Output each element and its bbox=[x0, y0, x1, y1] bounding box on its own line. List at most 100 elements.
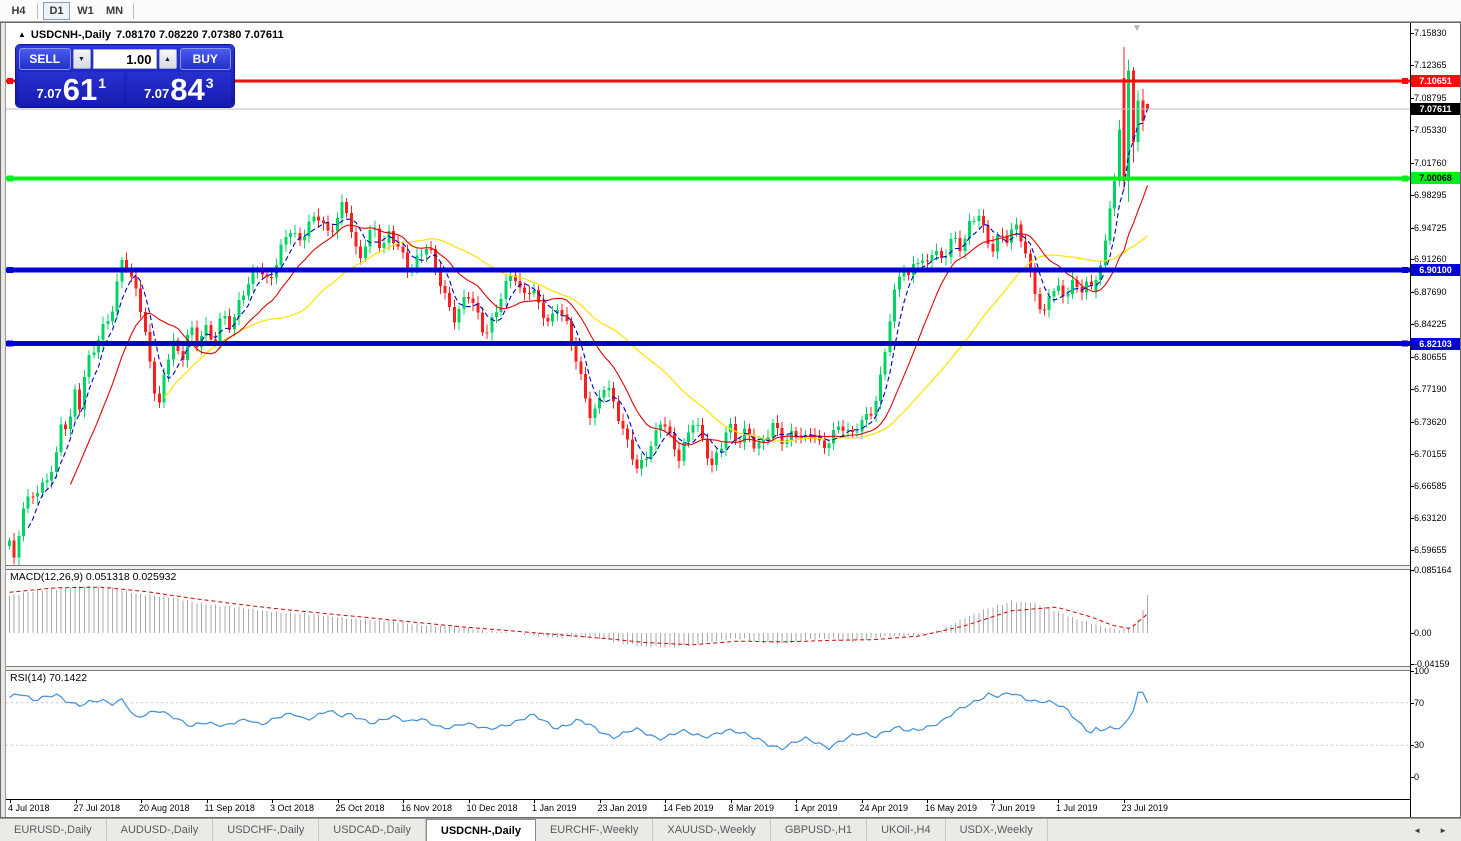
axis-tick bbox=[1411, 357, 1414, 358]
tab-nav-left-icon[interactable]: ◄ bbox=[1413, 825, 1422, 835]
date-axis[interactable]: 4 Jul 2018 27 Jul 2018 20 Aug 2018 11 Sep 2… bbox=[6, 799, 1410, 817]
date-tick-label: 3 Oct 2018 bbox=[270, 803, 315, 813]
macd-tick-label: -0.04159 bbox=[1414, 659, 1450, 669]
tab-usdcaddaily[interactable]: USDCAD-,Daily bbox=[319, 819, 426, 841]
price-tick-label: 7.08795 bbox=[1414, 93, 1447, 103]
axis-tick bbox=[1411, 195, 1414, 196]
axis-tick bbox=[1411, 422, 1414, 423]
date-tick bbox=[75, 800, 77, 803]
price-tick-label: 7.01760 bbox=[1414, 158, 1447, 168]
buy-price-display[interactable]: 7.07 84 3 bbox=[126, 72, 231, 107]
price-marker-6.90100: 6.90100 bbox=[1411, 264, 1460, 276]
price-marker-6.82103: 6.82103 bbox=[1411, 338, 1460, 350]
pane-splitter[interactable] bbox=[6, 666, 1410, 671]
tab-eurusddaily[interactable]: EURUSD-,Daily bbox=[0, 819, 107, 841]
volume-decrease-button[interactable]: ▼ bbox=[72, 49, 91, 69]
price-tick-label: 6.66585 bbox=[1414, 481, 1447, 491]
macd-chart bbox=[9, 585, 1148, 648]
period-button-d1[interactable]: D1 bbox=[43, 1, 70, 20]
price-tick-label: 6.77190 bbox=[1414, 384, 1447, 394]
volume-increase-button[interactable]: ▲ bbox=[158, 49, 177, 69]
toolbar-separator bbox=[133, 2, 134, 19]
horizontal-level-lines[interactable] bbox=[6, 78, 1410, 347]
axis-tick bbox=[1411, 550, 1414, 551]
pane-splitter[interactable] bbox=[6, 565, 1410, 570]
tab-navigation: ◄ ► bbox=[1413, 819, 1461, 841]
price-marker-7.07611: 7.07611 bbox=[1411, 103, 1460, 115]
sell-price-display[interactable]: 7.07 61 1 bbox=[19, 72, 124, 106]
axis-tick bbox=[1411, 486, 1414, 487]
rsi-chart bbox=[6, 691, 1410, 751]
period-button-w1[interactable]: W1 bbox=[77, 4, 94, 17]
tab-usdcnhdaily[interactable]: USDCNH-,Daily bbox=[425, 819, 536, 841]
date-tick bbox=[403, 800, 404, 803]
price-axis[interactable]: 7.15830 7.12365 7.08795 7.05330 7.01760 6.982… bbox=[1410, 23, 1460, 817]
date-tick-label: 23 Jan 2019 bbox=[597, 803, 648, 813]
tab-usdchfdaily[interactable]: USDCHF-,Daily bbox=[213, 819, 320, 841]
date-tick bbox=[730, 800, 732, 803]
rsi-line bbox=[9, 691, 1149, 751]
tab-usdxweekly[interactable]: USDX-,Weekly bbox=[946, 819, 1048, 841]
ma-fast-blue-line bbox=[27, 108, 1148, 528]
price-tick-label: 7.15830 bbox=[1414, 28, 1447, 38]
axis-tick bbox=[1411, 664, 1414, 665]
axis-tick bbox=[1411, 454, 1414, 455]
volume-input[interactable] bbox=[92, 49, 157, 69]
price-tick-label: 7.05330 bbox=[1414, 125, 1447, 135]
ma-slow-yellow-line bbox=[163, 235, 1148, 443]
tab-gbpusdh1[interactable]: GBPUSD-,H1 bbox=[771, 819, 868, 841]
period-toolbar: H4 D1 W1 MN bbox=[0, 0, 1461, 22]
sell-button[interactable]: SELL bbox=[19, 48, 71, 70]
price-tick-label: 6.98295 bbox=[1414, 190, 1447, 200]
date-tick-label: 16 May 2019 bbox=[925, 803, 978, 813]
axis-tick bbox=[1411, 98, 1414, 99]
date-tick-label: 7 Jun 2019 bbox=[990, 803, 1036, 813]
tab-xauusdweekly[interactable]: XAUUSD-,Weekly bbox=[653, 819, 771, 841]
tab-eurchfweekly[interactable]: EURCHF-,Weekly bbox=[536, 819, 654, 841]
collapse-icon[interactable]: ▲ bbox=[18, 30, 26, 39]
period-button-mn[interactable]: MN bbox=[105, 4, 124, 17]
rsi-pane[interactable]: RSI(14) 70.1422 bbox=[6, 671, 1410, 799]
tab-nav-right-icon[interactable]: ► bbox=[1439, 825, 1447, 835]
date-tick-label: 1 Jul 2019 bbox=[1056, 803, 1098, 813]
axis-tick bbox=[1411, 633, 1414, 634]
date-tick bbox=[927, 800, 928, 803]
rsi-tick-label: 30 bbox=[1414, 740, 1425, 750]
price-tick-label: 6.87690 bbox=[1414, 287, 1447, 297]
axis-tick bbox=[1411, 292, 1414, 293]
period-button-h4[interactable]: H4 bbox=[11, 4, 26, 17]
price-tick-label: 6.84225 bbox=[1414, 319, 1447, 329]
buy-button[interactable]: BUY bbox=[179, 48, 231, 70]
buy-price-pips: 84 bbox=[170, 72, 205, 107]
macd-signal-line bbox=[9, 586, 1148, 646]
date-tick bbox=[665, 800, 666, 803]
macd-tick-label: 0.085164 bbox=[1414, 565, 1452, 575]
macd-tick-label: 0.00 bbox=[1414, 628, 1432, 638]
axis-tick bbox=[1411, 130, 1414, 131]
plot-region: ▲ USDCNH-,Daily 7.08170 7.08220 7.07380 … bbox=[6, 23, 1410, 817]
price-tick-label: 6.70155 bbox=[1414, 449, 1447, 459]
toolbar-separator bbox=[37, 2, 38, 19]
main-price-pane[interactable]: ▲ USDCNH-,Daily 7.08170 7.08220 7.07380 … bbox=[6, 23, 1410, 565]
macd-label: MACD(12,26,9) 0.051318 0.025932 bbox=[10, 571, 177, 583]
price-tick-label: 6.63120 bbox=[1414, 513, 1447, 523]
candlestick-chart bbox=[6, 46, 1410, 565]
scroll-to-end-icon[interactable]: ▼ bbox=[1132, 23, 1142, 34]
date-tick bbox=[992, 800, 994, 803]
axis-tick bbox=[1411, 163, 1414, 164]
date-tick-label: 14 Feb 2019 bbox=[663, 803, 714, 813]
date-tick bbox=[206, 800, 208, 803]
tab-ukoilh4[interactable]: UKOil-,H4 bbox=[867, 819, 946, 841]
one-click-trade-panel: SELL ▼ ▲ BUY 7.07 61 1 7.07 bbox=[16, 45, 234, 107]
tab-audusddaily[interactable]: AUDUSD-,Daily bbox=[107, 819, 214, 841]
macd-pane[interactable]: MACD(12,26,9) 0.051318 0.025932 bbox=[6, 570, 1410, 666]
rsi-label: RSI(14) 70.1422 bbox=[10, 672, 88, 684]
date-tick-label: 25 Oct 2018 bbox=[335, 803, 385, 813]
date-tick-label: 10 Dec 2018 bbox=[466, 803, 518, 813]
axis-tick bbox=[1411, 65, 1414, 66]
rsi-tick-label: 0 bbox=[1414, 772, 1420, 782]
date-tick-label: 23 Jul 2019 bbox=[1121, 803, 1169, 813]
date-tick-label: 8 Mar 2019 bbox=[728, 803, 775, 813]
date-tick-label: 16 Nov 2018 bbox=[401, 803, 453, 813]
